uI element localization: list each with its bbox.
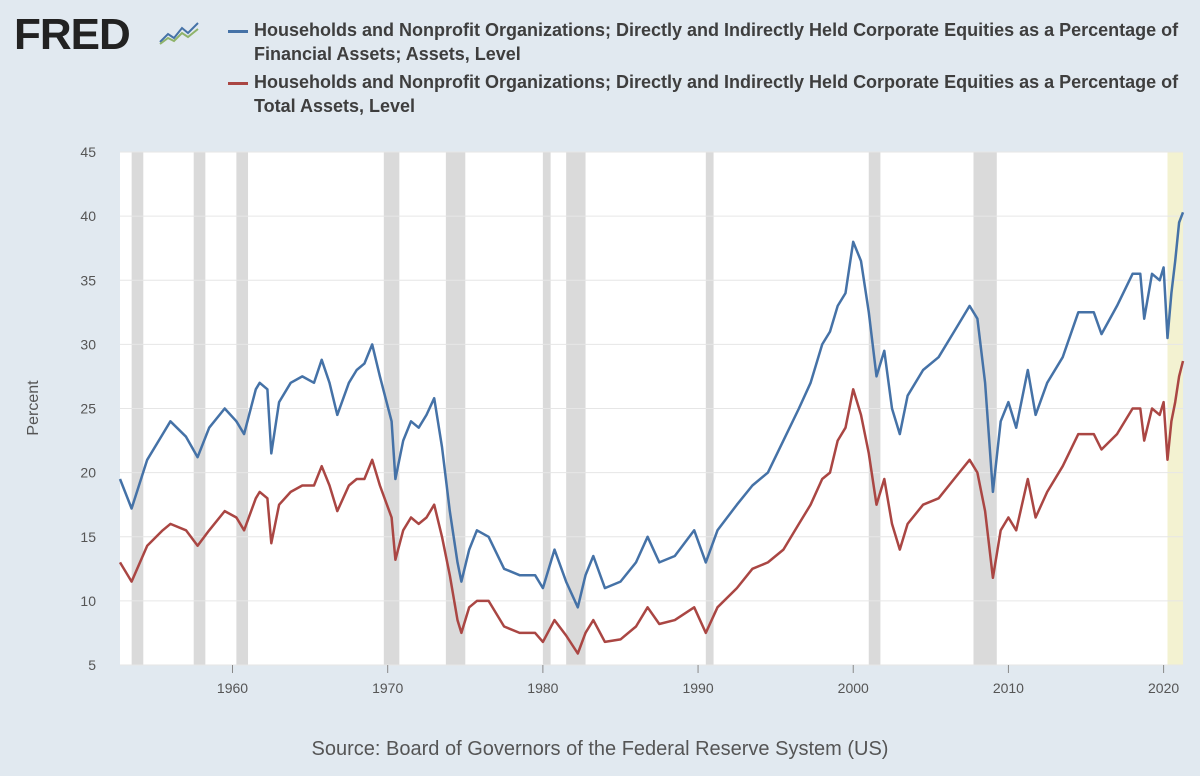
y-tick-label: 15	[80, 529, 96, 545]
y-tick-label: 45	[80, 144, 96, 160]
x-tick-label: 1990	[682, 680, 713, 696]
x-tick-label: 1980	[527, 680, 558, 696]
y-tick-label: 35	[80, 272, 96, 288]
grid-lines	[120, 151, 1183, 666]
chart-header: FRED Households and Nonprofit Organizati…	[0, 0, 1200, 140]
x-tick-label: 2020	[1148, 680, 1179, 696]
y-tick-label: 20	[80, 465, 96, 481]
y-axis-title: Percent	[25, 380, 42, 436]
legend-swatch-financial-assets	[228, 30, 248, 33]
x-tick-label: 2010	[993, 680, 1024, 696]
legend-label-total-assets: Households and Nonprofit Organizations; …	[254, 72, 1179, 116]
legend-swatch-total-assets	[228, 82, 248, 85]
series-line-total-assets	[118, 360, 1185, 655]
y-tick-label: 5	[88, 657, 96, 673]
y-tick-label: 30	[80, 336, 96, 352]
y-tick-label: 40	[80, 208, 96, 224]
y-axis-ticks: 5 10 15 20 25 30 35 40 45	[80, 144, 96, 673]
series-lines	[118, 211, 1185, 655]
x-tick-label: 2000	[838, 680, 869, 696]
fred-logo: FRED	[14, 10, 131, 59]
series-line-financial-assets	[118, 211, 1185, 609]
fred-logo-chart-icon	[158, 20, 202, 46]
x-tick-label: 1960	[217, 680, 248, 696]
y-tick-label: 10	[80, 593, 96, 609]
line-chart: 5 10 15 20 25 30 35 40 45 1960 1970 1980 1990 2000 20…	[25, 144, 1185, 696]
source-note: Source: Board of Governors of the Federa…	[311, 738, 889, 760]
y-tick-label: 25	[80, 401, 96, 417]
legend-label-financial-assets: Households and Nonprofit Organizations; …	[254, 20, 1179, 64]
x-axis-ticks: 1960 1970 1980 1990 2000 2010 2020	[217, 665, 1179, 696]
x-tick-label: 1970	[372, 680, 403, 696]
